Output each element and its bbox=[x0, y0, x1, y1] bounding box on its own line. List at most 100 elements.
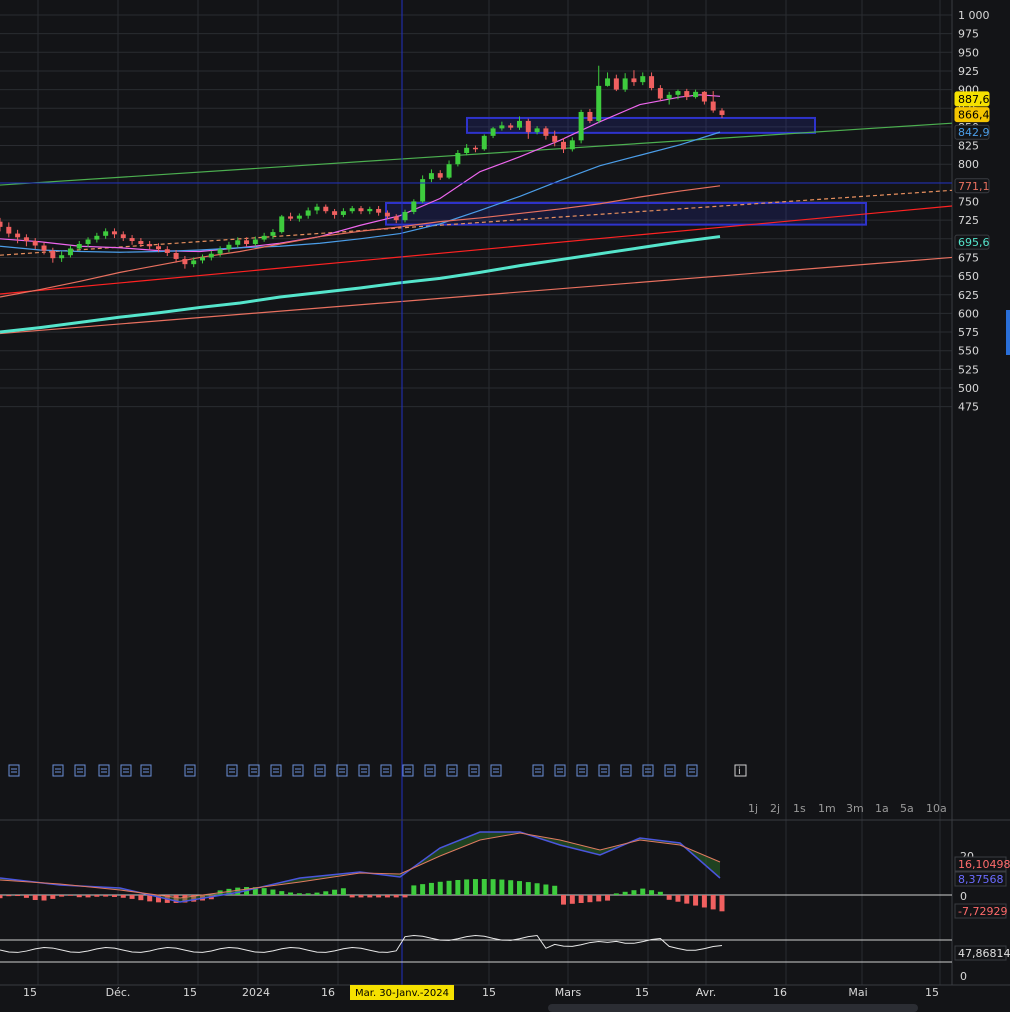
price-tick-label: 575 bbox=[958, 326, 979, 339]
timeframe-selector[interactable]: 1j 2j 1s 1m 3m 1a 5a 10a bbox=[748, 802, 947, 815]
news-event-icon bbox=[468, 764, 480, 777]
macd-histogram-bar bbox=[129, 895, 135, 899]
price-badge-label: 887,6 bbox=[958, 93, 990, 106]
news-event-icon bbox=[292, 764, 304, 777]
macd-histogram-bar bbox=[6, 895, 12, 897]
macd-histogram-bar bbox=[155, 895, 161, 903]
candle bbox=[622, 78, 628, 90]
price-tick-label: 650 bbox=[958, 270, 979, 283]
candle bbox=[164, 249, 170, 253]
candle bbox=[666, 94, 672, 99]
macd-histogram-bar bbox=[191, 895, 197, 902]
candle bbox=[173, 252, 179, 259]
time-tick-label: 16 bbox=[773, 986, 787, 999]
timeframe-button-1a[interactable]: 1a bbox=[875, 802, 889, 815]
candle bbox=[288, 216, 294, 219]
timeframe-button-2j[interactable]: 2j bbox=[770, 802, 780, 815]
macd-histogram-bar bbox=[710, 895, 716, 910]
info-icon-glyph: i bbox=[738, 766, 741, 777]
candle bbox=[384, 212, 390, 217]
news-event-icon bbox=[120, 764, 132, 777]
price-tick-label: 475 bbox=[958, 401, 979, 414]
news-event-icon bbox=[74, 764, 86, 777]
timeframe-button-10a[interactable]: 10a bbox=[926, 802, 947, 815]
candle bbox=[182, 258, 188, 265]
macd-histogram-bar bbox=[472, 879, 478, 895]
timeframe-button-3m[interactable]: 3m bbox=[846, 802, 864, 815]
price-tick-label: 500 bbox=[958, 382, 979, 395]
price-tick-label: 725 bbox=[958, 214, 979, 227]
macd-histogram-bar bbox=[111, 895, 117, 897]
macd-histogram-bar bbox=[332, 889, 338, 895]
news-event-icon bbox=[576, 764, 588, 777]
time-tick-label: 16 bbox=[321, 986, 335, 999]
candle bbox=[376, 208, 382, 213]
news-event-icon bbox=[446, 764, 458, 777]
macd-histogram-bar bbox=[182, 895, 188, 903]
candle bbox=[85, 239, 91, 245]
macd-histogram-bar bbox=[561, 895, 567, 905]
timeframe-button-1j[interactable]: 1j bbox=[748, 802, 758, 815]
time-tick-label: Avr. bbox=[696, 986, 716, 999]
news-event-icon bbox=[358, 764, 370, 777]
candle bbox=[270, 232, 276, 236]
macd-histogram-bar bbox=[402, 895, 408, 898]
candle bbox=[94, 235, 100, 240]
macd-histogram-bar bbox=[147, 895, 153, 902]
time-tick-label: 2024 bbox=[242, 986, 270, 999]
macd-histogram-bar bbox=[684, 895, 690, 904]
crosshair-date-label: Mar. 30-Janv.-2024 bbox=[355, 988, 449, 999]
candle bbox=[59, 255, 65, 259]
price-badge-label: 842,9 bbox=[958, 126, 990, 139]
macd-badge-bg bbox=[954, 903, 1007, 919]
macd-histogram-bar bbox=[605, 895, 611, 901]
macd-histogram-bar bbox=[103, 895, 109, 897]
timeframe-button-5a[interactable]: 5a bbox=[900, 802, 914, 815]
rsi-line bbox=[0, 934, 723, 953]
trendline-3 bbox=[0, 189, 953, 256]
macd-histogram-bar bbox=[719, 895, 725, 912]
macd-line bbox=[0, 831, 721, 903]
candle bbox=[481, 135, 487, 150]
macd-histogram-bar bbox=[376, 895, 382, 898]
candle bbox=[446, 164, 452, 178]
info-icon bbox=[734, 764, 747, 777]
time-tick-label: Mai bbox=[848, 986, 867, 999]
macd-histogram-bar bbox=[41, 895, 47, 901]
macd-histogram-bar bbox=[578, 895, 584, 903]
candle bbox=[613, 78, 619, 90]
candle bbox=[147, 244, 153, 247]
scrollbar[interactable] bbox=[548, 310, 1010, 1012]
candle bbox=[657, 88, 663, 99]
macd-histogram-bar bbox=[437, 881, 443, 895]
price-tick-label: 825 bbox=[958, 140, 979, 153]
timeframe-button-1m[interactable]: 1m bbox=[818, 802, 836, 815]
candle bbox=[76, 244, 82, 249]
macd-badge-label: 16,10498 bbox=[958, 858, 1010, 871]
news-event-icon bbox=[490, 764, 502, 777]
candle bbox=[596, 85, 602, 121]
macd-histogram-bar bbox=[649, 890, 655, 895]
candle bbox=[138, 241, 144, 245]
news-event-icon bbox=[270, 764, 282, 777]
news-event-icon bbox=[8, 764, 20, 777]
candle bbox=[437, 173, 443, 178]
timeframe-button-1s[interactable]: 1s bbox=[793, 802, 806, 815]
news-event-icon bbox=[424, 764, 436, 777]
candle bbox=[226, 244, 232, 250]
candle bbox=[393, 216, 399, 221]
news-event-icon bbox=[52, 764, 64, 777]
candle bbox=[155, 246, 161, 250]
news-event-icon bbox=[98, 764, 110, 777]
time-tick-label: Déc. bbox=[106, 986, 131, 999]
macd-histogram-bar bbox=[534, 883, 540, 895]
news-event-icon bbox=[532, 764, 544, 777]
candle bbox=[314, 206, 320, 211]
macd-signal-line bbox=[0, 832, 721, 899]
macd-badge-bg bbox=[954, 871, 1007, 887]
news-event-icon bbox=[620, 764, 632, 777]
rsi-badge-bg bbox=[954, 945, 1007, 961]
horizontal-scrollbar-thumb[interactable] bbox=[548, 1004, 918, 1012]
time-tick-label: 15 bbox=[183, 986, 197, 999]
